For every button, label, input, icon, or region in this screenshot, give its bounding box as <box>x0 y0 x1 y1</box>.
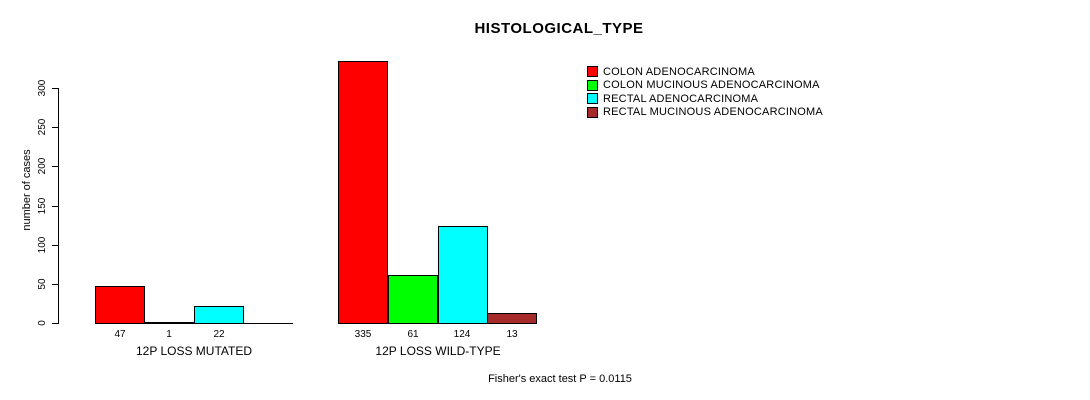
legend-item: RECTAL ADENOCARCINOMA <box>587 92 823 105</box>
bar-value-label: 1 <box>166 329 172 340</box>
bar-value-label: 61 <box>407 329 419 340</box>
bar <box>95 286 145 324</box>
legend-label: RECTAL ADENOCARCINOMA <box>603 92 759 105</box>
y-tick-label: 250 <box>37 118 48 136</box>
y-tick-label: 300 <box>37 79 48 97</box>
legend-label: COLON MUCINOUS ADENOCARCINOMA <box>603 79 820 91</box>
y-tick-label: 200 <box>37 157 48 175</box>
bar-value-label: 335 <box>354 329 372 340</box>
y-tick <box>52 323 58 324</box>
legend-item: COLON MUCINOUS ADENOCARCINOMA <box>587 79 823 92</box>
legend-swatch <box>587 66 598 77</box>
legend: COLON ADENOCARCINOMA COLON MUCINOUS ADENO… <box>587 65 823 119</box>
y-tick <box>52 245 58 246</box>
bar-value-label: 13 <box>506 329 518 340</box>
y-axis <box>58 88 59 324</box>
y-tick-label: 100 <box>37 236 48 254</box>
bar <box>487 313 537 324</box>
y-tick-label: 0 <box>37 320 48 326</box>
y-tick <box>52 166 58 167</box>
bar <box>338 61 388 324</box>
legend-label: RECTAL MUCINOUS ADENOCARCINOMA <box>603 106 823 118</box>
chart-title: HISTOLOGICAL_TYPE <box>474 20 644 37</box>
bar-value-label: 47 <box>114 329 126 340</box>
bar <box>194 306 244 324</box>
y-tick-label: 150 <box>37 197 48 215</box>
legend-swatch <box>587 106 598 118</box>
bar-value-label: 124 <box>453 329 471 340</box>
y-tick <box>52 284 58 285</box>
legend-swatch <box>587 79 598 91</box>
bar <box>388 275 438 324</box>
legend-item: RECTAL MUCINOUS ADENOCARCINOMA <box>587 106 823 119</box>
y-tick <box>52 206 58 207</box>
y-axis-label: number of cases <box>21 149 33 231</box>
legend-item: COLON ADENOCARCINOMA <box>587 65 823 78</box>
legend-label: COLON ADENOCARCINOMA <box>603 65 755 78</box>
y-tick <box>52 88 58 89</box>
annotation-text: Fisher's exact test P = 0.0115 <box>488 373 632 385</box>
legend-swatch <box>587 93 598 104</box>
bar <box>145 322 195 324</box>
bar <box>438 226 488 324</box>
bar-value-label: 22 <box>213 329 225 340</box>
y-tick <box>52 127 58 128</box>
group-label: 12P LOSS MUTATED <box>135 344 253 358</box>
group-label: 12P LOSS WILD-TYPE <box>375 344 501 358</box>
y-tick-label: 50 <box>37 278 48 290</box>
